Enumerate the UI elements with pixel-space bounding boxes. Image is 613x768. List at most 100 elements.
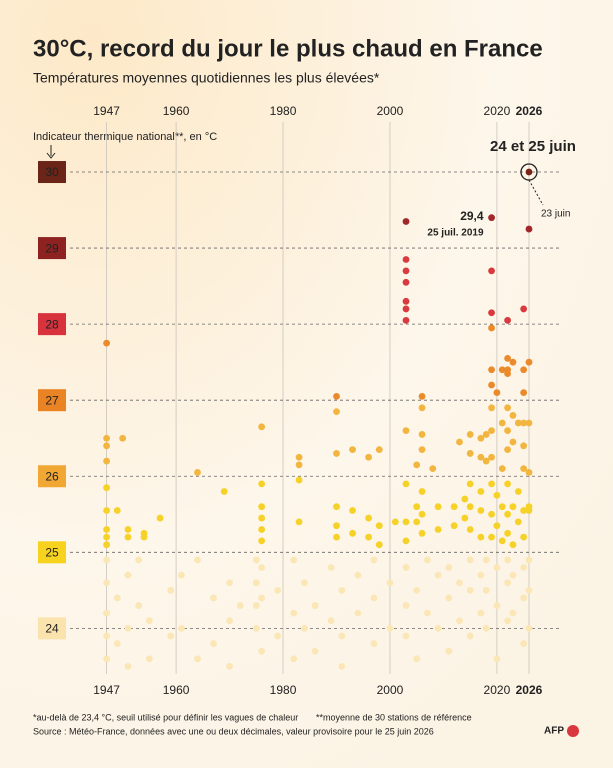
point [520,366,528,374]
point [498,503,506,511]
point [113,507,121,514]
point [456,579,463,587]
point [103,442,110,450]
footnote: *au-delà de 23,4 °C, seuil utilisé pour … [33,712,298,722]
point [413,503,421,511]
point [520,640,528,647]
x-tick-label: 1947 [93,683,120,697]
point [498,419,506,427]
point [477,571,485,579]
point [402,632,410,640]
point [103,457,110,465]
point [434,503,442,511]
point [119,434,127,442]
point [504,370,512,377]
point [333,533,340,541]
point [210,594,217,602]
point [488,453,495,461]
point [509,571,517,579]
point [295,476,303,484]
point [354,609,362,617]
point [413,586,421,594]
point [466,556,474,564]
point [301,579,308,587]
point [386,624,394,632]
point [418,488,426,495]
point [113,594,121,602]
point [488,404,495,412]
point [295,518,303,526]
point [488,381,495,389]
point [124,533,132,541]
y-tick-label: 28 [45,317,59,331]
point [466,503,474,511]
point [520,419,528,427]
point [461,495,469,503]
point [418,510,426,518]
point [156,514,164,522]
point [456,438,463,446]
point [424,556,431,564]
x-tick-label: 2020 [484,683,511,697]
point [135,602,143,609]
point [349,507,356,514]
point [295,461,303,469]
point [178,571,185,579]
point [311,647,319,655]
point [445,594,453,602]
point [167,586,175,594]
point [258,514,266,522]
point [295,453,303,461]
y-tick-label: 30 [45,165,59,179]
point [482,457,490,465]
x-tick-label: 2020 [484,104,511,118]
point [493,564,501,571]
point [258,647,266,655]
point [493,491,501,499]
point [301,624,308,632]
point [258,564,266,571]
point [520,442,528,450]
point [365,514,372,522]
x-tick-label: 1980 [270,683,297,697]
point [488,366,495,374]
point [413,655,421,663]
point [103,556,110,564]
point [402,267,410,275]
x-tick-label: 2000 [377,683,404,697]
arrow-head [46,152,56,159]
annotation: 23 juin [541,209,570,220]
point [525,225,533,233]
point [477,609,485,617]
point [434,624,442,632]
point [445,564,453,571]
point [466,632,474,640]
point [402,427,410,435]
point [488,427,495,435]
point [504,510,512,518]
point [450,503,458,511]
point [103,339,110,347]
point [520,305,528,313]
point [402,218,410,225]
y-tick-box [38,541,66,564]
point [103,541,110,549]
y-tick-box [38,161,66,184]
point [466,480,474,488]
x-tick-label: 2026 [516,683,543,697]
point [488,214,495,222]
point [354,571,362,579]
point [349,446,356,454]
point [402,278,410,286]
point [477,507,485,514]
logo: AFP [544,726,564,737]
point [365,453,372,461]
point [338,662,346,670]
point [236,602,244,609]
point [477,533,485,541]
point [252,602,260,609]
point [520,389,528,396]
point [482,624,490,632]
y-tick-label: 24 [45,622,59,636]
point [429,465,437,473]
